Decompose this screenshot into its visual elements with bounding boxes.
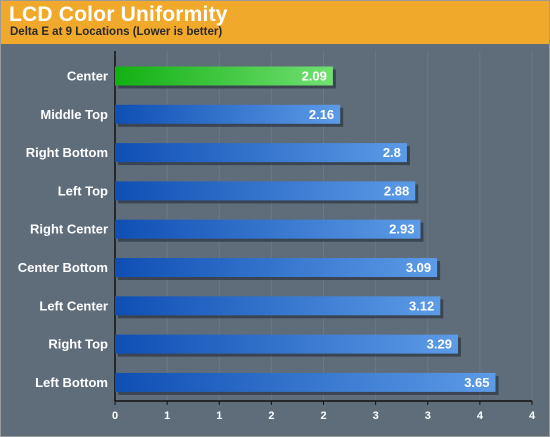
bar-right-top [115, 334, 458, 354]
value-label: 2.8 [383, 145, 401, 160]
value-label: 3.12 [409, 298, 434, 313]
category-label: Right Bottom [26, 145, 108, 160]
value-label: 2.16 [309, 107, 334, 122]
value-label: 3.65 [464, 375, 489, 390]
category-label: Right Center [30, 222, 108, 237]
category-label: Left Center [39, 298, 108, 313]
x-tick-label: 1 [164, 410, 170, 422]
x-tick-label: 4 [529, 410, 536, 422]
bar-middle-top [115, 104, 341, 124]
x-tick-label: 0 [112, 410, 118, 422]
chart-subtitle: Delta E at 9 Locations (Lower is better) [10, 26, 223, 38]
bar-left-top [115, 181, 416, 201]
category-label: Middle Top [40, 107, 108, 122]
chart-title: LCD Color Uniformity [9, 3, 228, 26]
value-label: 2.93 [389, 222, 414, 237]
chart-header: LCD Color Uniformity Delta E at 9 Locati… [1, 1, 549, 44]
x-tick-label: 2 [320, 410, 326, 422]
bar-left-bottom [115, 372, 496, 392]
category-label: Center [67, 69, 108, 84]
bar-center [115, 66, 333, 86]
value-label: 3.29 [427, 337, 452, 352]
bar-right-center [115, 219, 421, 239]
bar-center-bottom [115, 258, 438, 277]
x-tick-label: 3 [425, 410, 431, 422]
x-tick-label: 2 [268, 410, 274, 422]
category-label: Center Bottom [18, 260, 108, 275]
category-label: Left Bottom [35, 375, 108, 390]
x-tick-label: 4 [477, 410, 484, 422]
value-label: 2.09 [302, 69, 327, 84]
category-label: Left Top [58, 183, 108, 198]
x-tick-label: 3 [373, 410, 379, 422]
value-label: 3.09 [406, 260, 431, 275]
x-tick-label: 1 [216, 410, 222, 422]
bar-left-center [115, 296, 441, 316]
category-label: Right Top [48, 337, 108, 352]
bar-right-bottom [115, 143, 407, 163]
value-label: 2.88 [384, 183, 409, 198]
